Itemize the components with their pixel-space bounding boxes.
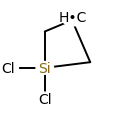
Text: H•C: H•C [59,11,87,25]
Ellipse shape [60,9,85,27]
Text: Cl: Cl [38,92,51,106]
Ellipse shape [36,62,53,75]
Text: Cl: Cl [2,61,15,75]
Ellipse shape [0,61,18,75]
Text: Si: Si [38,61,51,75]
Ellipse shape [36,92,53,105]
